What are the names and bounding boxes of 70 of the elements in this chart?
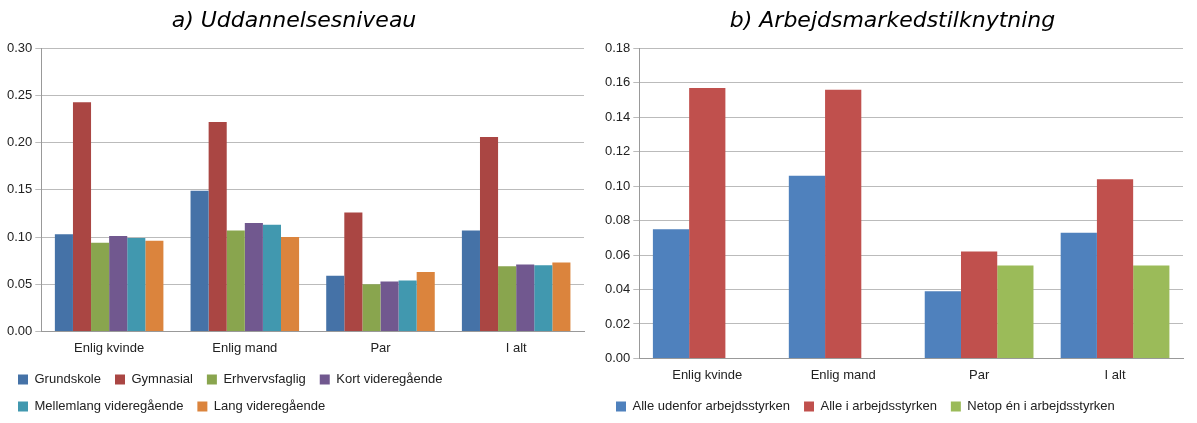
x-tick-label: Par [969, 366, 990, 382]
bar [344, 212, 363, 331]
y-tick-label: 0.30 [6, 39, 33, 55]
bar [825, 89, 862, 358]
y-tick-label: 0.05 [6, 275, 33, 291]
chart-title: a) Uddannelsesniveau [171, 6, 417, 32]
bar [416, 271, 435, 331]
bar [1133, 265, 1170, 358]
y-tick-label: 0.06 [604, 246, 631, 262]
bar [54, 234, 73, 331]
bar [244, 222, 263, 331]
legend-label: Gymnasial [131, 371, 193, 387]
x-tick-label: Enlig mand [810, 366, 876, 382]
bar [689, 88, 726, 358]
x-tick-label: I alt [505, 339, 528, 355]
chart-title: b) Arbejdsmarkedstilknytning [729, 6, 1056, 32]
legend-label: Netop én i arbejdsstyrken [967, 398, 1115, 414]
bar [72, 102, 92, 331]
y-tick-label: 0.15 [6, 181, 33, 197]
bar [208, 121, 227, 331]
y-tick-label: 0.12 [604, 143, 631, 159]
x-tick-label: Enlig kvinde [74, 339, 145, 355]
bar [924, 291, 961, 358]
legend-label: Grundskole [34, 371, 101, 387]
legend-label: Alle udenfor arbejdsstyrken [632, 398, 791, 414]
bar [534, 265, 553, 331]
x-tick-label: I alt [1104, 366, 1126, 382]
bar [788, 175, 826, 358]
y-tick-label: 0.04 [604, 281, 631, 297]
y-tick-label: 0.25 [6, 87, 33, 103]
bar [145, 240, 164, 331]
legend-label: Lang videregående [213, 398, 326, 414]
bar [280, 237, 300, 331]
bar [461, 230, 480, 331]
bar [552, 262, 571, 331]
bar [380, 281, 399, 331]
x-tick-label: Enlig kvinde [672, 366, 743, 382]
x-tick-label: Par [370, 339, 392, 355]
bar [262, 224, 281, 331]
y-tick-label: 0.00 [6, 322, 33, 338]
legend-label: Kort videregående [336, 371, 443, 387]
legend-label: Erhvervsfaglig [223, 371, 306, 387]
bar [498, 266, 517, 331]
y-tick-label: 0.14 [604, 108, 631, 124]
legend-label: Alle i arbejdsstyrken [820, 398, 937, 414]
bar [91, 242, 110, 331]
y-tick-label: 0.10 [6, 228, 33, 244]
y-tick-label: 0.20 [6, 134, 33, 150]
bar [1060, 232, 1097, 358]
y-tick-label: 0.16 [604, 74, 631, 90]
bar [960, 251, 998, 358]
y-tick-label: 0.00 [604, 349, 631, 365]
y-tick-label: 0.18 [604, 39, 631, 55]
bar [398, 280, 417, 331]
bar [479, 137, 499, 331]
x-tick-label: Enlig mand [212, 339, 278, 355]
bar [997, 265, 1034, 358]
y-tick-label: 0.08 [604, 212, 631, 228]
y-tick-label: 0.10 [604, 177, 631, 193]
bar [190, 190, 209, 331]
y-tick-label: 0.02 [604, 315, 631, 331]
bar [109, 236, 128, 331]
bar [516, 264, 535, 331]
bar [226, 230, 245, 331]
bar [326, 275, 345, 331]
legend-label: Mellemlang videregående [34, 398, 184, 414]
bar [1096, 179, 1134, 358]
bar [362, 284, 381, 331]
bar [127, 238, 146, 331]
bar [652, 229, 690, 358]
